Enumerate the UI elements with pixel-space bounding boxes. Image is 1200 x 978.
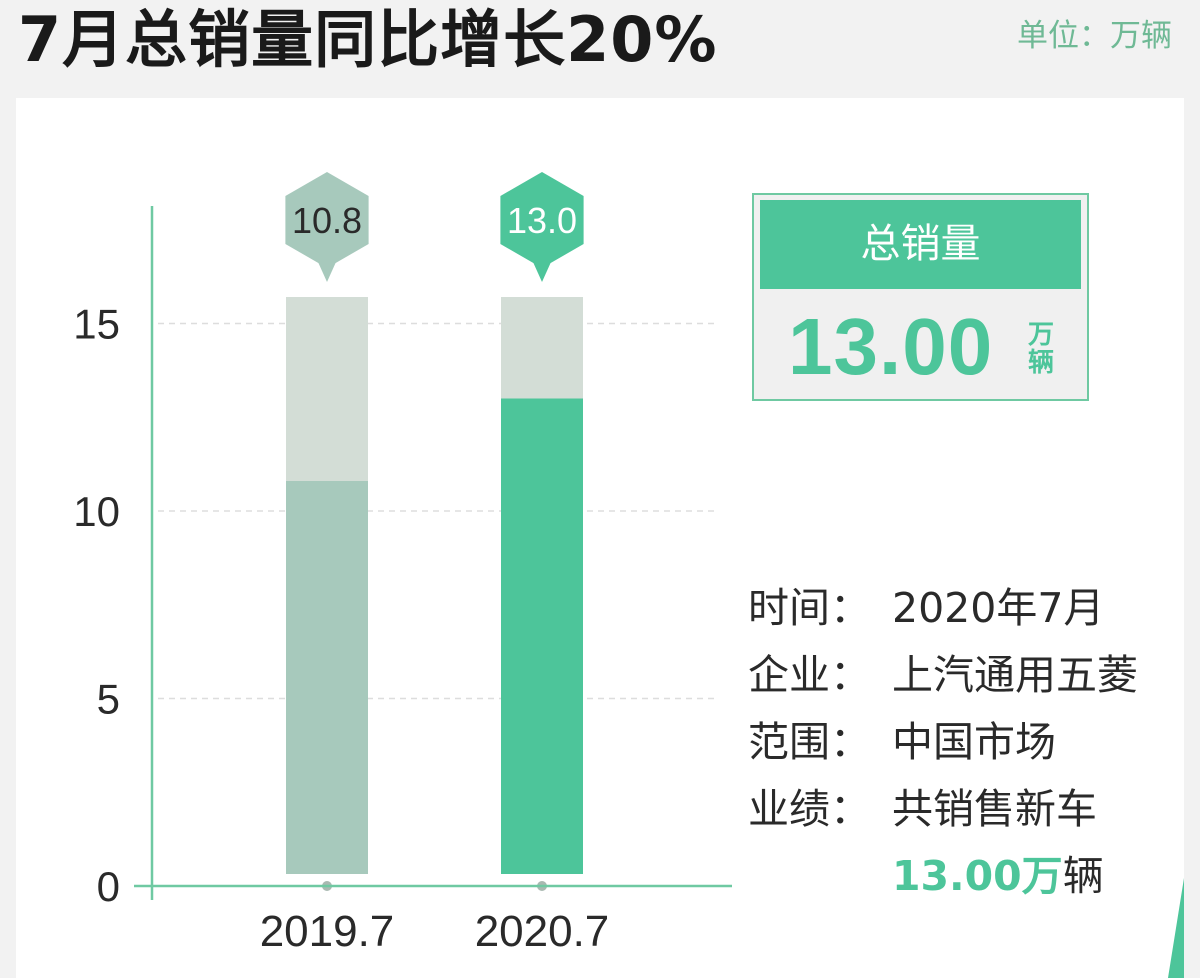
y-tick-label: 15 xyxy=(73,301,120,348)
value-label-pointer xyxy=(533,262,551,282)
value-label-badge xyxy=(500,172,584,268)
card-unit-line2: 辆 xyxy=(1027,348,1054,378)
corner-decoration xyxy=(1168,878,1184,978)
info-block: 时间： 2020年7月 企业： 上汽通用五菱 范围： 中国市场 业绩： 共销售新车 13… xyxy=(748,578,1138,913)
total-unit: 辆 xyxy=(1062,852,1104,900)
time-label: 时间： xyxy=(748,584,871,632)
y-tick-label: 5 xyxy=(97,676,120,723)
total-sales-card: 总销量 13.00 万 辆 xyxy=(752,193,1089,401)
total-number: 13.00万 xyxy=(892,852,1063,900)
card-unit-line1: 万 xyxy=(1027,320,1054,350)
unit-label: 单位：万辆 xyxy=(1017,18,1172,54)
y-tick-label: 10 xyxy=(73,488,120,535)
x-tick-label: 2020.7 xyxy=(475,907,610,956)
x-tick-label: 2019.7 xyxy=(260,907,395,956)
time-value: 2020年7月 xyxy=(892,584,1105,632)
company-value: 上汽通用五菱 xyxy=(892,651,1138,699)
bar xyxy=(286,481,368,874)
result-value: 共销售新车 xyxy=(892,785,1097,833)
value-label-badge xyxy=(285,172,369,268)
scope-value: 中国市场 xyxy=(892,718,1056,766)
info-row-time: 时间： 2020年7月 xyxy=(748,578,1138,645)
page-title: 7月总销量同比增长20% xyxy=(18,3,718,76)
result-label: 业绩： xyxy=(748,785,871,833)
info-row-scope: 范围： 中国市场 xyxy=(748,712,1138,779)
value-label: 13.0 xyxy=(507,200,577,241)
scope-label: 范围： xyxy=(748,718,871,766)
value-label-pointer xyxy=(318,262,336,282)
info-row-company: 企业： 上汽通用五菱 xyxy=(748,645,1138,712)
y-tick-label: 0 xyxy=(97,863,120,910)
chart-panel: 10.8 2019.7 13.0 2020.7 0 5 10 15 总销量 13.00 万 辆… xyxy=(16,98,1184,978)
bar xyxy=(501,398,583,874)
info-row-result: 业绩： 共销售新车 xyxy=(748,779,1138,846)
card-value: 13.00 xyxy=(788,302,994,391)
card-unit: 万 辆 xyxy=(1026,321,1056,377)
value-label: 10.8 xyxy=(292,200,362,241)
card-heading: 总销量 xyxy=(760,200,1081,289)
bar-chart: 10.8 2019.7 13.0 2020.7 0 5 10 15 xyxy=(73,172,732,956)
info-row-total: 13.00万辆 xyxy=(748,846,1138,913)
company-label: 企业： xyxy=(748,651,871,699)
